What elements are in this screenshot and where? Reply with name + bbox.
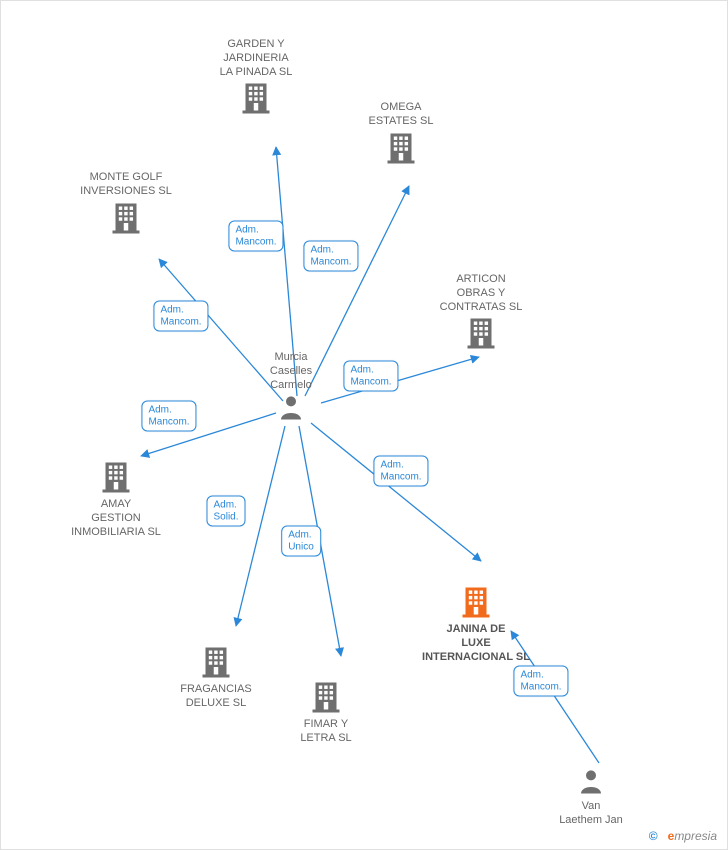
edge-center_person-janina xyxy=(311,423,481,561)
node-label: MONTE GOLF INVERSIONES SL xyxy=(66,171,186,199)
edge-center_person-fragancias xyxy=(236,426,285,626)
node-label: Murcia Caselles Carmelo xyxy=(251,351,331,392)
node-label: FIMAR Y LETRA SL xyxy=(276,718,376,746)
node-van[interactable]: Van Laethem Jan xyxy=(541,766,641,828)
node-label: GARDEN Y JARDINERIA LA PINADA SL xyxy=(201,38,311,79)
node-label: Van Laethem Jan xyxy=(541,800,641,828)
node-fragancias[interactable]: FRAGANCIAS DELUXE SL xyxy=(161,643,271,711)
node-label: FRAGANCIAS DELUXE SL xyxy=(161,683,271,711)
diagram-canvas: Murcia Caselles Carmelo GARDEN Y JARDINE… xyxy=(0,0,728,850)
building-icon xyxy=(383,129,419,165)
node-articon[interactable]: ARTICON OBRAS Y CONTRATAS SL xyxy=(421,273,541,354)
person-icon xyxy=(276,392,306,422)
building-icon xyxy=(308,678,344,714)
building-icon xyxy=(458,583,494,619)
node-fimar[interactable]: FIMAR Y LETRA SL xyxy=(276,678,376,746)
building-icon xyxy=(238,79,274,115)
building-icon xyxy=(463,314,499,350)
edge-label-van-janina: Adm. Mancom. xyxy=(513,666,568,697)
watermark: © empresia xyxy=(649,829,717,843)
building-icon xyxy=(98,458,134,494)
edge-label-center_person-fimar: Adm. Unico xyxy=(281,526,321,557)
building-icon xyxy=(108,199,144,235)
copyright-symbol: © xyxy=(649,829,658,843)
node-janina[interactable]: JANINA DE LUXE INTERNACIONAL SL xyxy=(401,583,551,664)
node-label: AMAY GESTION INMOBILIARIA SL xyxy=(56,498,176,539)
edge-label-center_person-garden: Adm. Mancom. xyxy=(228,221,283,252)
node-label: ARTICON OBRAS Y CONTRATAS SL xyxy=(421,273,541,314)
edge-label-center_person-amay: Adm. Mancom. xyxy=(141,401,196,432)
person-icon xyxy=(576,766,606,796)
brand-rest: mpresia xyxy=(674,829,717,843)
edge-label-center_person-fragancias: Adm. Solid. xyxy=(206,496,245,527)
building-icon xyxy=(198,643,234,679)
edge-label-center_person-monte: Adm. Mancom. xyxy=(153,301,208,332)
node-amay[interactable]: AMAY GESTION INMOBILIARIA SL xyxy=(56,458,176,539)
node-garden[interactable]: GARDEN Y JARDINERIA LA PINADA SL xyxy=(201,38,311,119)
node-center_person[interactable]: Murcia Caselles Carmelo xyxy=(251,351,331,426)
node-label: JANINA DE LUXE INTERNACIONAL SL xyxy=(401,623,551,664)
edge-label-center_person-omega: Adm. Mancom. xyxy=(303,241,358,272)
edge-label-center_person-janina: Adm. Mancom. xyxy=(373,456,428,487)
edge-label-center_person-articon: Adm. Mancom. xyxy=(343,361,398,392)
node-monte[interactable]: MONTE GOLF INVERSIONES SL xyxy=(66,171,186,239)
node-omega[interactable]: OMEGA ESTATES SL xyxy=(351,101,451,169)
node-label: OMEGA ESTATES SL xyxy=(351,101,451,129)
